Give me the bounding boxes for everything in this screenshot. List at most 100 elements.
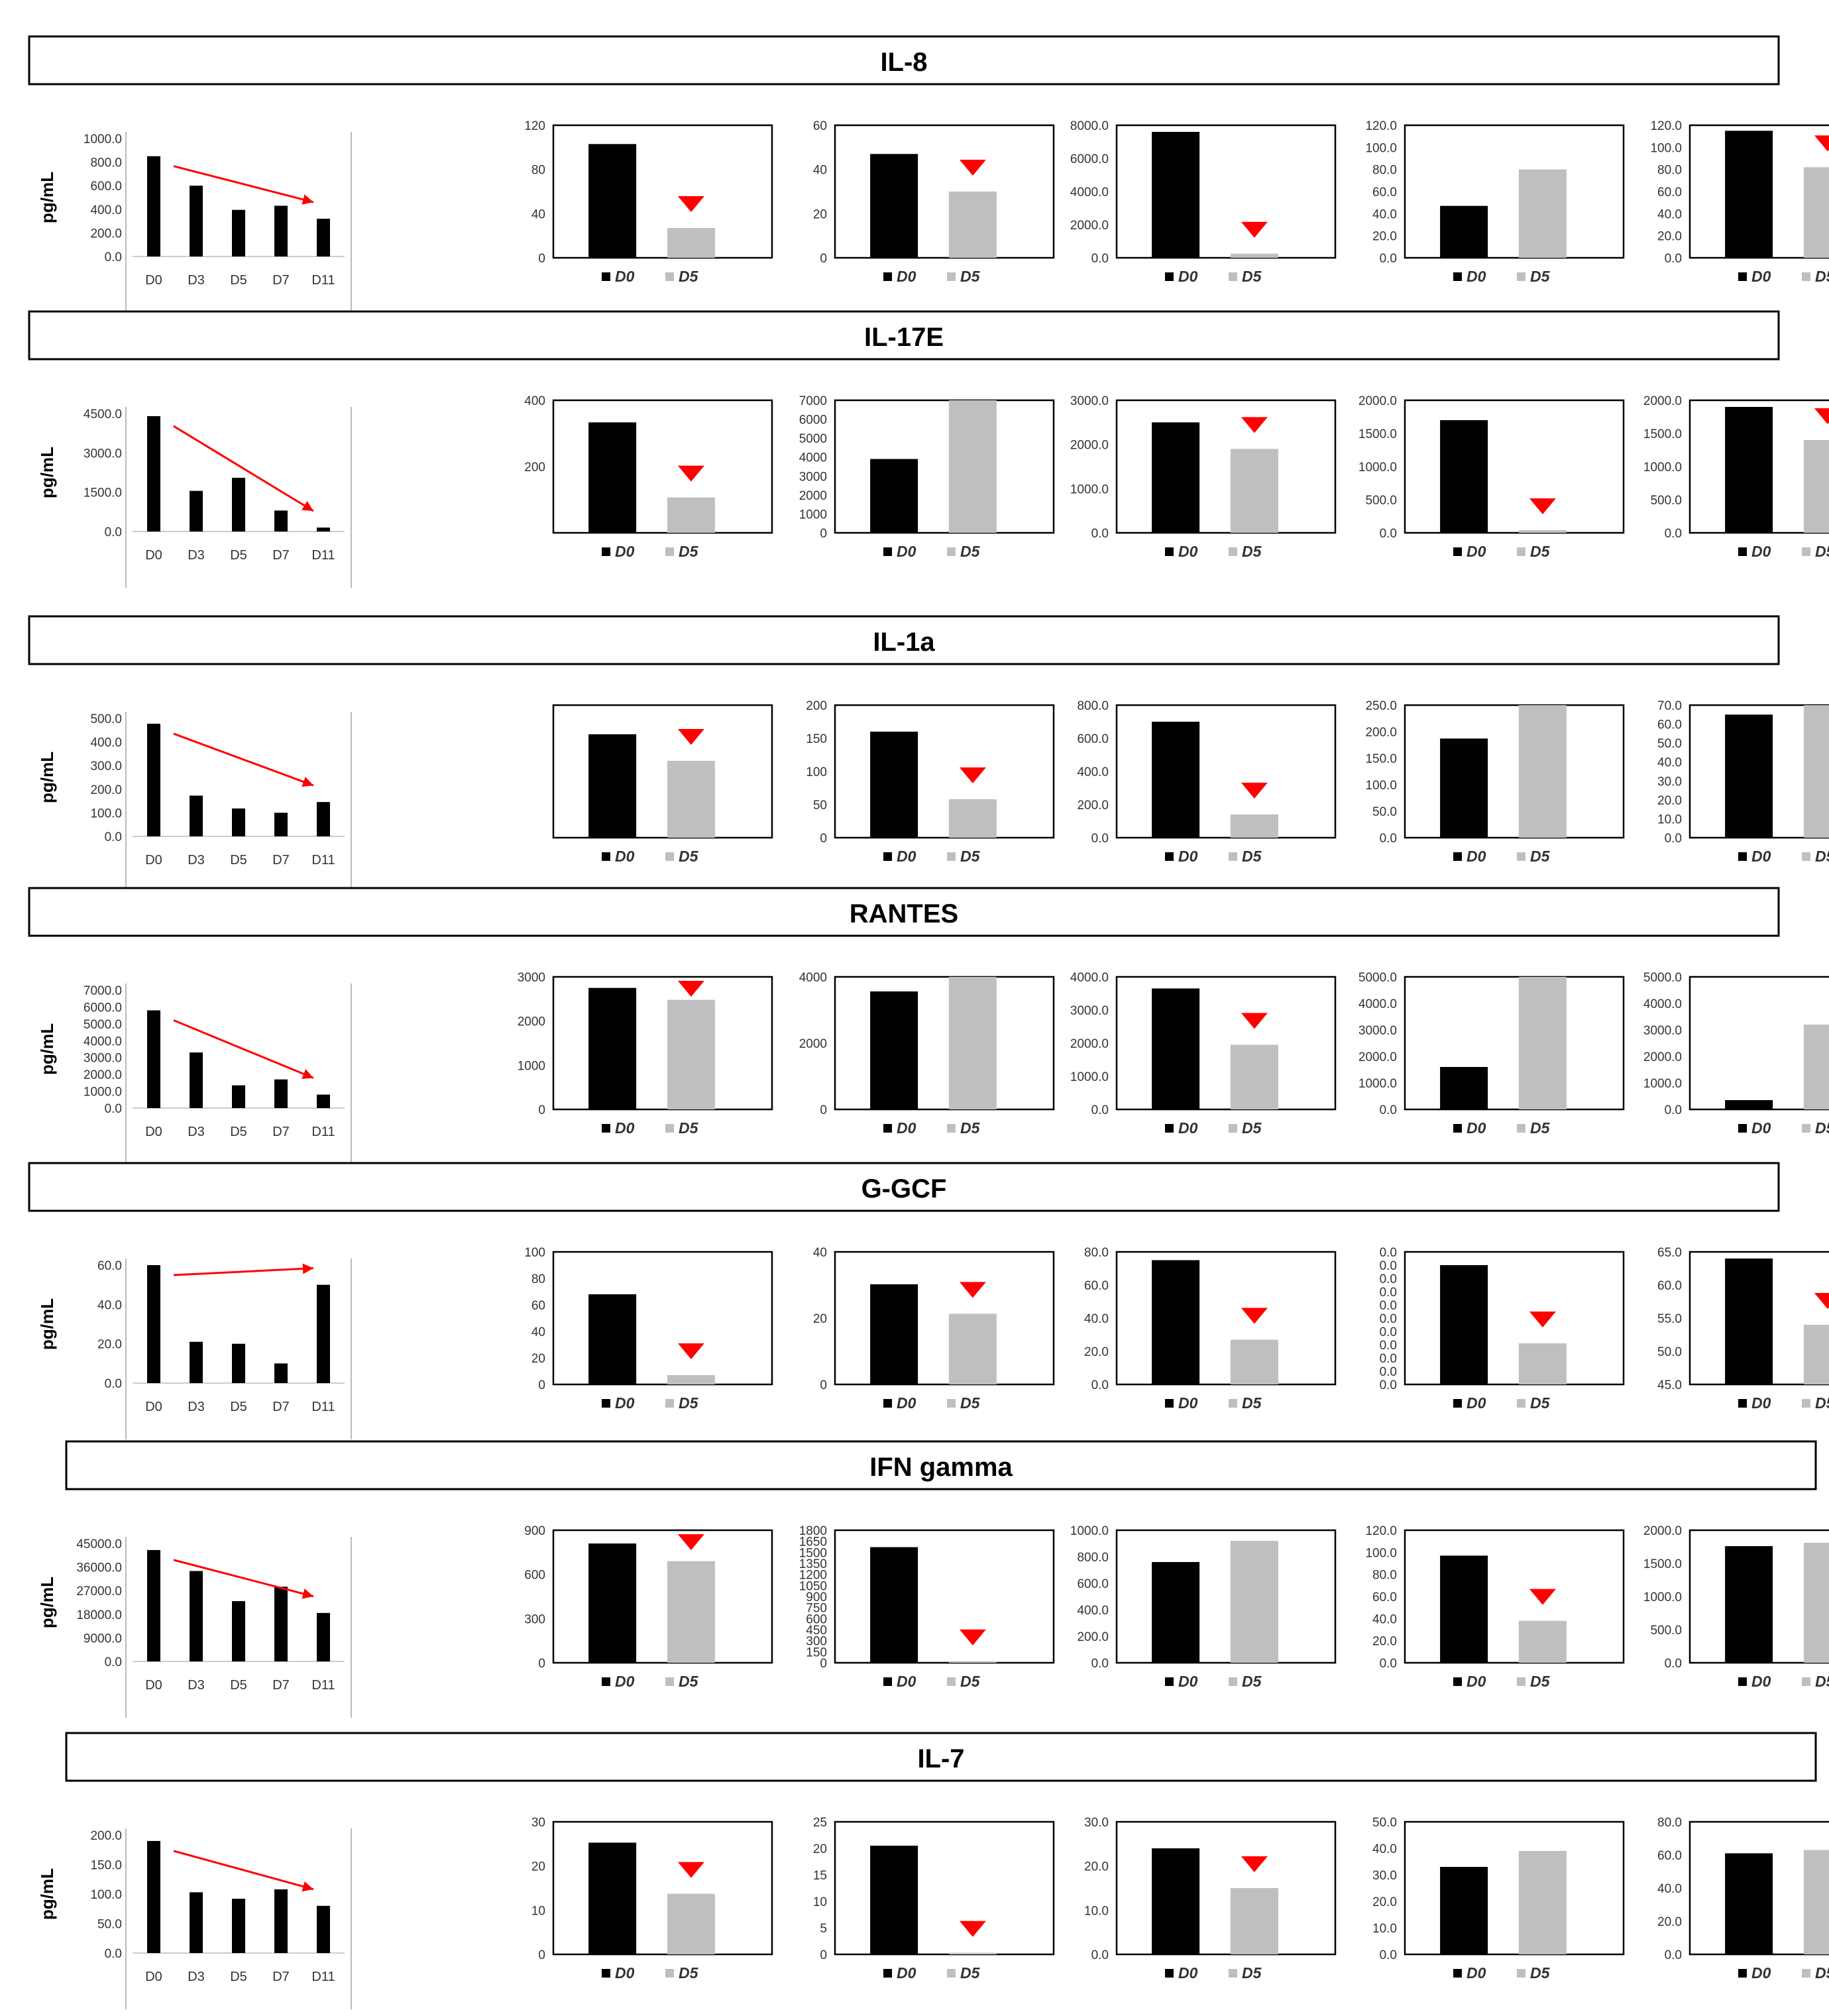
ytick-label: 55.0 (1657, 1312, 1682, 1326)
legend-swatch-d0 (1165, 1677, 1174, 1686)
ytick-label: 7000 (799, 394, 827, 408)
ytick-label: 500.0 (1650, 1624, 1682, 1638)
plot-frame (834, 976, 1055, 1111)
ytick-label: 40 (813, 164, 827, 178)
plot-frame (1404, 1529, 1625, 1664)
ytick-label: 400.0 (1077, 765, 1109, 779)
decrease-marker (959, 1282, 986, 1298)
timecourse-ylabel: pg/mL (37, 1298, 57, 1350)
ytick-label: 1000.0 (1070, 1524, 1109, 1538)
legend-swatch-d5 (1802, 852, 1810, 861)
ytick-label: 0.0 (1380, 1325, 1397, 1339)
ytick-label: 1000.0 (1070, 482, 1109, 496)
legend-label-d5: D5 (679, 268, 699, 285)
ytick-label: 0.0 (1380, 1259, 1397, 1273)
bar-d5 (1803, 167, 1829, 258)
decrease-marker (677, 981, 704, 997)
ytick-label: 100.0 (1650, 141, 1682, 155)
ytick-label: 40.0 (1657, 1882, 1682, 1896)
bar-d0 (1152, 1848, 1200, 1954)
ytick-label: 0 (820, 252, 827, 266)
legend-swatch-d0 (883, 1969, 892, 1978)
legend-swatch-d5 (1229, 1969, 1237, 1978)
panel-title-box (28, 615, 1780, 665)
plot-frame (834, 399, 1055, 534)
d0-d5-chart: 0.00.00.00.00.00.00.00.00.00.00.0D0 D5 (1380, 1246, 1625, 1412)
timecourse-bar (190, 1571, 203, 1661)
ytick-label: 40 (813, 1246, 827, 1260)
timecourse-ytick: 60.0 (97, 1259, 122, 1273)
legend-swatch-d0 (1738, 1677, 1747, 1686)
ytick-label: 40.0 (1372, 207, 1397, 221)
ytick-label: 20 (813, 207, 827, 221)
decrease-marker (677, 1862, 704, 1878)
legend-label-d0: D0 (1467, 848, 1486, 865)
ytick-label: 20.0 (1084, 1345, 1109, 1359)
plot-frame (1404, 1251, 1625, 1386)
d0-d5-chart: 0150300450600750900105012001350150016501… (799, 1524, 1055, 1690)
d0-d5-chart: 0.0 500.0 1000.0 1500.0 2000.0 D0 D5 (1643, 394, 1829, 560)
plot-frame (1115, 1820, 1337, 1956)
legend-label-d0: D0 (1178, 848, 1198, 865)
legend-swatch-d0 (1738, 1399, 1747, 1408)
ytick-label: 250.0 (1365, 699, 1397, 713)
timecourse-ylabel: pg/mL (37, 1868, 57, 1920)
ytick-label: 4000 (799, 971, 827, 985)
d0-d5-chart: 0.0 200.0 400.0 600.0 800.0 D0 D5 (1077, 699, 1337, 865)
trend-arrow-head (302, 1069, 313, 1079)
ytick-label: 20.0 (1372, 1635, 1397, 1649)
ytick-label: 1000 (518, 1059, 545, 1073)
trend-arrow-head (302, 500, 313, 512)
legend-swatch-d0 (883, 547, 892, 556)
timecourse-xtick: D3 (188, 1678, 205, 1693)
bar-d0 (588, 734, 637, 838)
decrease-marker (677, 1343, 704, 1359)
ytick-label: 40.0 (1657, 756, 1682, 770)
bar-d0 (1440, 1555, 1488, 1663)
legend-label-d5: D5 (1242, 848, 1262, 865)
timecourse-ytick: 500.0 (90, 712, 122, 726)
ytick-label: 900 (806, 1591, 827, 1604)
ytick-label: 3000 (799, 470, 827, 484)
plot-frame (552, 124, 773, 259)
timecourse-bar (274, 812, 288, 836)
legend-swatch-d5 (1229, 1399, 1237, 1408)
plot-frame (1404, 399, 1625, 534)
trend-arrow-line (173, 1267, 314, 1276)
ytick-label: 2000.0 (1643, 1524, 1682, 1538)
timecourse-ytick: 1000.0 (83, 1086, 122, 1099)
ytick-label: 6000.0 (1070, 152, 1109, 166)
legend-label-d0: D0 (1467, 268, 1486, 285)
ytick-label: 120 (524, 119, 545, 133)
ytick-label: 1000.0 (1643, 461, 1682, 475)
ytick-label: 20.0 (1084, 1860, 1109, 1874)
timecourse-xtick: D7 (272, 1400, 290, 1414)
legend-swatch-d0 (1738, 272, 1747, 281)
ytick-label: 20.0 (1372, 230, 1397, 244)
panel-title: IL-17E (864, 323, 944, 352)
timecourse-ytick: 2000.0 (83, 1068, 122, 1082)
timecourse-ylabel: pg/mL (37, 447, 57, 498)
ytick-label: 150 (806, 732, 827, 746)
d0-d5-chart: 0 20 40 D0 D5 (813, 1246, 1055, 1412)
ytick-label: 2000.0 (1643, 394, 1682, 408)
legend-swatch-d0 (1453, 1969, 1462, 1978)
ytick-label: 1500 (799, 1546, 827, 1560)
plot-frame (1115, 1251, 1337, 1386)
legend-swatch-d0 (1165, 547, 1174, 556)
ytick-label: 100 (524, 1246, 545, 1260)
timecourse-bar (147, 1265, 160, 1383)
legend-swatch-d5 (1517, 1399, 1525, 1408)
plot-frame (1115, 1529, 1337, 1664)
panel-title: IFN gamma (869, 1453, 1013, 1482)
legend-label-d5: D5 (679, 848, 699, 865)
legend-label-d5: D5 (1242, 1964, 1262, 1982)
ytick-label: 0 (538, 1378, 545, 1392)
timecourse-ytick: 0.0 (105, 251, 122, 264)
ytick-label: 800.0 (1077, 699, 1109, 713)
legend-label-d5: D5 (1242, 1394, 1262, 1412)
legend-label-d5: D5 (1815, 543, 1829, 560)
legend-swatch-d0 (602, 852, 610, 861)
ytick-label: 900 (524, 1524, 545, 1538)
bar-d5 (667, 497, 715, 533)
